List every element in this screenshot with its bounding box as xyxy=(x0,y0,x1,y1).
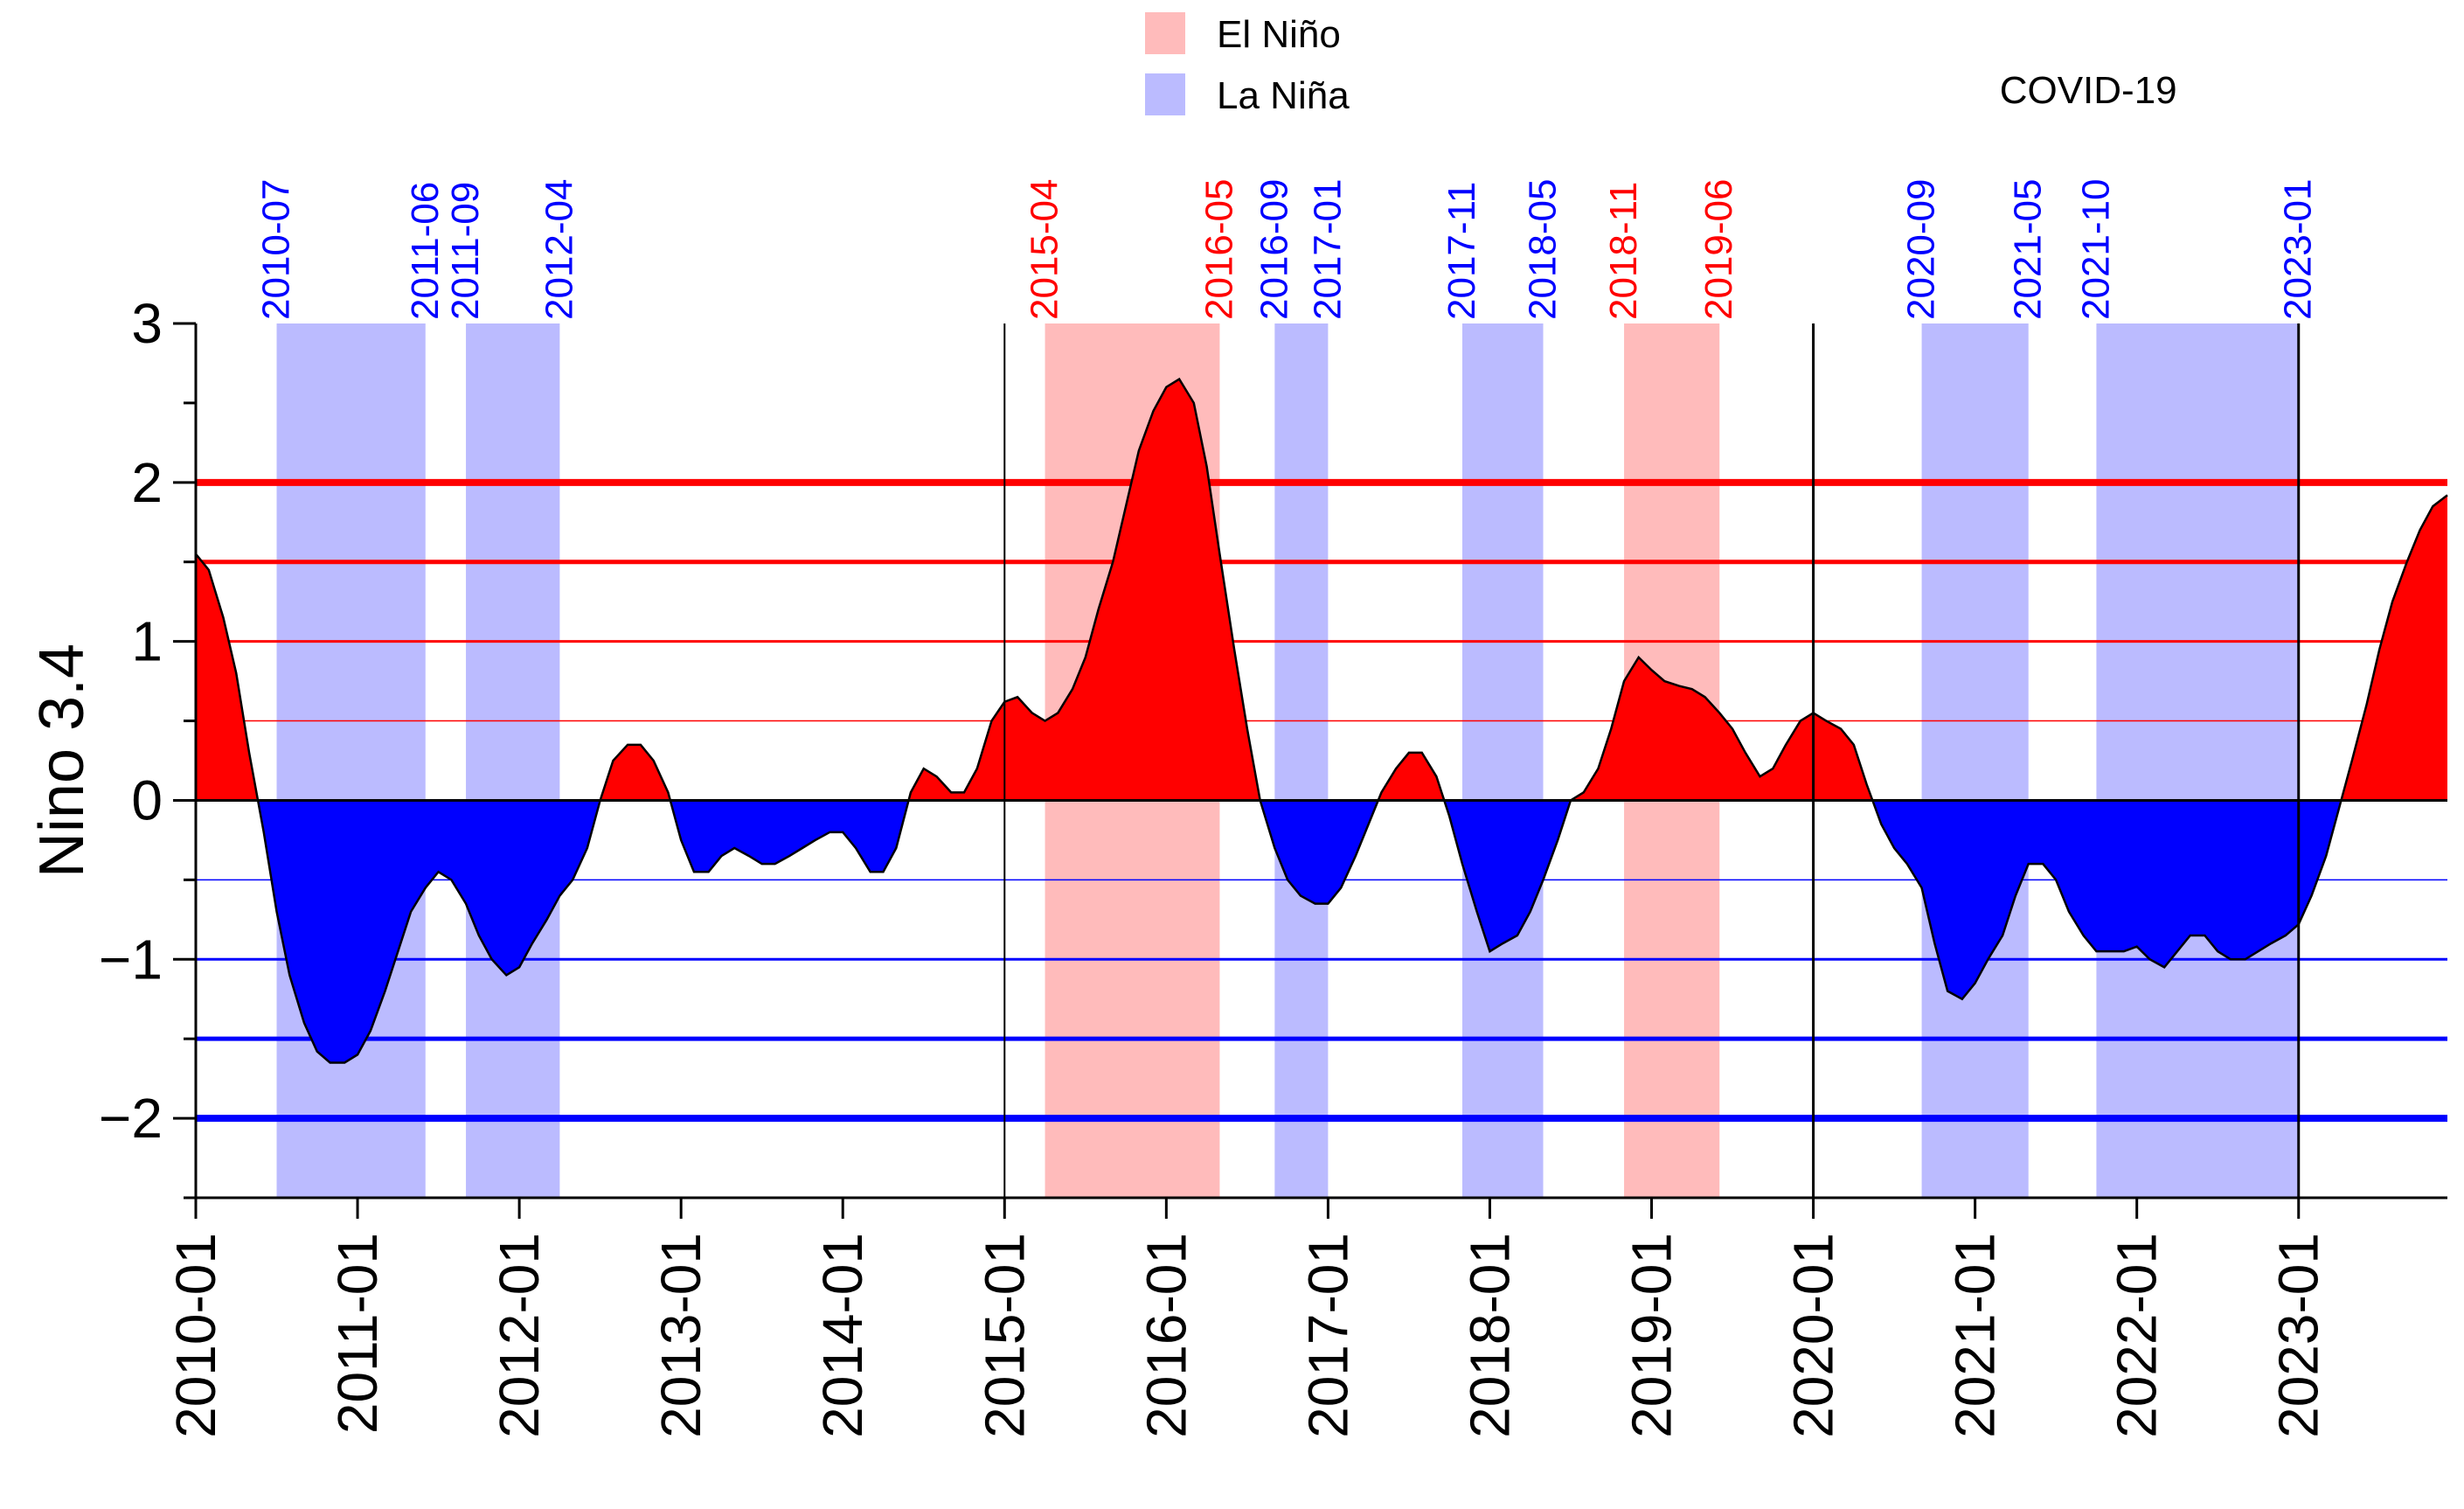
y-tick-label-0: 0 xyxy=(131,768,163,831)
x-tick-label-2014-01: 2014-01 xyxy=(811,1233,874,1438)
x-tick-label-2011-01: 2011-01 xyxy=(326,1233,389,1434)
y-axis-label: Nino 3.4 xyxy=(27,643,97,878)
y-tick-label-3: 3 xyxy=(131,292,163,355)
legend: El Niño La Niña xyxy=(1145,12,1350,117)
period-band-2010-07 xyxy=(276,323,426,1198)
x-tick-label-2021-01: 2021-01 xyxy=(1944,1233,2007,1438)
period-label-2018-11: 2018-11 xyxy=(1602,182,1645,320)
axes-layer: −2 −1 0 1 2 3 2010-01 2011-01 2012-01 2013-01 2014… xyxy=(99,292,2447,1438)
period-label-2021-10: 2021-10 xyxy=(2074,179,2117,320)
negative-anomaly-area xyxy=(196,800,2447,1063)
period-band-2011-09 xyxy=(466,323,560,1198)
period-label-2012-04: 2012-04 xyxy=(538,179,580,320)
period-label-2023-01: 2023-01 xyxy=(2277,179,2320,320)
period-shading-layer xyxy=(276,323,2299,1198)
period-label-2017-01: 2017-01 xyxy=(1306,179,1349,320)
x-tick-label-2016-01: 2016-01 xyxy=(1135,1233,1197,1438)
x-tick-label-2019-01: 2019-01 xyxy=(1621,1233,1683,1438)
period-label-2019-06: 2019-06 xyxy=(1697,179,1740,320)
legend-swatch-1 xyxy=(1145,73,1185,115)
period-label-2021-05: 2021-05 xyxy=(2007,179,2050,320)
legend-label-1: La Niña xyxy=(1217,74,1350,117)
period-band-2016-09 xyxy=(1274,323,1329,1198)
period-label-2016-09: 2016-09 xyxy=(1253,179,1295,320)
period-band-2020-09 xyxy=(1921,323,2029,1198)
period-label-2011-09: 2011-09 xyxy=(444,182,487,320)
x-tick-label-2017-01: 2017-01 xyxy=(1296,1233,1359,1438)
vertical-lines-layer xyxy=(1003,323,2301,1198)
period-label-2015-04: 2015-04 xyxy=(1024,179,1066,320)
y-tick-label-1: 1 xyxy=(131,610,163,673)
y-tick-label--1: −1 xyxy=(99,928,163,991)
period-label-2018-05: 2018-05 xyxy=(1522,179,1565,320)
x-tick-label-2012-01: 2012-01 xyxy=(488,1233,551,1438)
period-band-2021-10 xyxy=(2096,323,2299,1198)
period-label-2016-05: 2016-05 xyxy=(1197,179,1240,320)
legend-label-0: El Niño xyxy=(1217,13,1341,56)
y-tick-label-2: 2 xyxy=(131,451,163,514)
period-band-2017-11 xyxy=(1462,323,1544,1198)
anomaly-area-layer xyxy=(195,377,2448,1064)
x-tick-label-2015-01: 2015-01 xyxy=(973,1233,1036,1438)
period-label-2020-09: 2020-09 xyxy=(1900,179,1943,320)
period-label-2017-11: 2017-11 xyxy=(1440,182,1483,320)
covid-annotation: COVID-19 xyxy=(2000,69,2177,112)
x-tick-label-2013-01: 2013-01 xyxy=(649,1233,712,1438)
anomaly-line xyxy=(195,377,2448,1064)
period-label-2011-06: 2011-06 xyxy=(404,182,447,320)
x-tick-label-2018-01: 2018-01 xyxy=(1458,1233,1521,1438)
x-tick-label-2023-01: 2023-01 xyxy=(2267,1233,2330,1438)
x-tick-label-2010-01: 2010-01 xyxy=(164,1233,227,1438)
y-tick-label--2: −2 xyxy=(99,1087,163,1150)
x-tick-label-2022-01: 2022-01 xyxy=(2106,1233,2169,1438)
legend-swatch-0 xyxy=(1145,12,1185,54)
period-label-2010-07: 2010-07 xyxy=(255,179,298,320)
x-tick-label-2020-01: 2020-01 xyxy=(1782,1233,1845,1438)
